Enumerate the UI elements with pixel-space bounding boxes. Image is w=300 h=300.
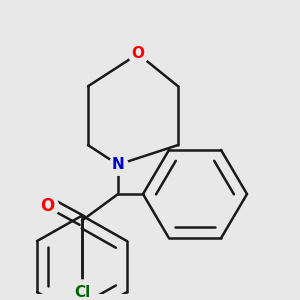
Text: O: O bbox=[131, 46, 145, 62]
Text: N: N bbox=[112, 157, 124, 172]
Text: O: O bbox=[40, 197, 54, 215]
Text: Cl: Cl bbox=[74, 285, 90, 300]
